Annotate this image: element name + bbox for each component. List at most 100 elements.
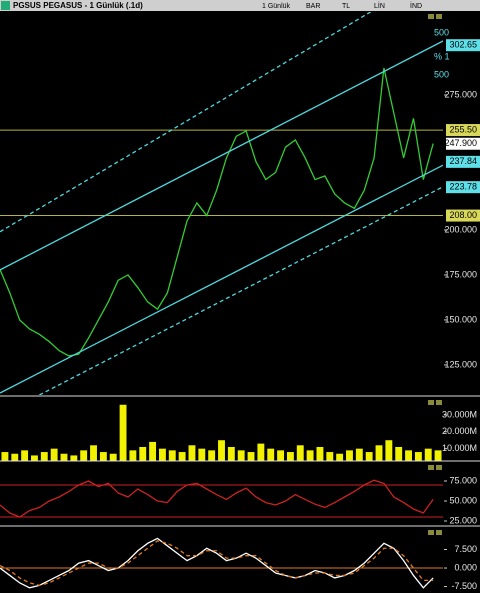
bar [168,450,176,461]
bar [277,450,285,461]
y-tick-label: 125.000 [444,359,477,369]
toolbar-item[interactable]: 1 Günlük [262,3,291,10]
bar [336,453,344,461]
bar [158,448,166,461]
bar [365,452,373,461]
panel-icon [428,465,434,470]
toolbar-item[interactable]: TL [342,3,350,10]
annotation: % 1 [434,51,450,61]
price-tag-label: 255.50 [449,124,477,134]
y-tick-label: 50.000 [449,495,477,505]
bar [257,443,265,461]
price-tag [446,137,480,150]
bar [50,448,58,461]
bar [306,450,314,461]
y-tick-label: 10.000M [442,443,477,453]
bar [326,452,334,461]
bar [247,452,255,461]
price-tag [446,155,480,168]
y-tick-label: 0.000 [454,562,477,572]
price-tag-label: 237.84 [449,156,477,166]
bar [139,446,147,461]
y-tick-label: 30.000M [442,409,477,419]
panel-icon [436,400,442,405]
panel-icon [436,530,442,535]
y-tick-label: -7.500 [451,581,477,591]
bar [424,448,432,461]
bar [129,450,137,461]
price-tag-label: 302.65 [449,40,477,50]
bar [21,450,29,461]
bar [1,452,9,461]
bar [375,445,383,461]
y-tick-label: 7.500 [454,544,477,554]
toolbar-item[interactable]: BAR [306,3,320,10]
y-tick-label: 275.000 [444,89,477,99]
toolbar-item[interactable]: LİN [374,1,385,10]
series-line [0,164,443,394]
panel-icon [436,14,442,19]
bar [198,448,206,461]
price-tag [446,39,480,52]
bar [355,448,363,461]
bar [346,450,353,461]
chart-title: PGSUS PEGASUS - 1 Günlük (.1d) [13,1,143,10]
bar [267,448,275,461]
bar [405,450,412,461]
panel-icon [436,465,442,470]
annotation: 500 [434,69,449,79]
series-line [0,479,434,518]
y-tick-label: 175.000 [444,269,477,279]
series-line [39,186,443,395]
price-tag-label: 247.900 [444,138,477,148]
price-tag-label: 223.78 [449,182,477,192]
bar [286,452,294,461]
icon [1,1,10,10]
bar [188,445,196,461]
y-tick-label: 20.000M [442,426,477,436]
price-tag [446,124,480,137]
bar [11,453,19,461]
bar [70,455,78,461]
annotation: 500 [434,27,449,37]
bar [31,455,38,461]
bar [90,445,97,461]
panel-icon [428,14,434,19]
bar [316,446,324,461]
bar [149,441,157,461]
bar [385,440,393,461]
toolbar [0,0,480,11]
y-tick-label: 25.000 [449,515,477,525]
series-line [0,40,443,271]
y-tick-label: 200.000 [444,224,477,234]
bar [218,440,225,461]
bar [119,404,127,461]
bar [208,450,216,461]
series-line [0,540,434,587]
bar [40,452,48,461]
toolbar-item[interactable]: İND [410,1,422,10]
bar [434,450,442,461]
price-tag [446,209,480,222]
bar [414,452,422,461]
panel-icon [428,530,434,535]
bar [60,453,68,461]
bar [227,446,235,461]
bar [99,452,107,461]
bar [296,445,304,461]
price-tag [446,181,480,194]
panel-icon [428,400,434,405]
y-tick-label: 150.000 [444,314,477,324]
price-tag-label: 208.00 [449,210,477,220]
bar [80,450,88,461]
y-tick-label: 75.000 [449,475,477,485]
bar [237,450,245,461]
series-line [0,12,372,233]
bar [109,453,117,461]
series-line [0,537,434,589]
bar [178,452,186,461]
bar [395,446,403,461]
